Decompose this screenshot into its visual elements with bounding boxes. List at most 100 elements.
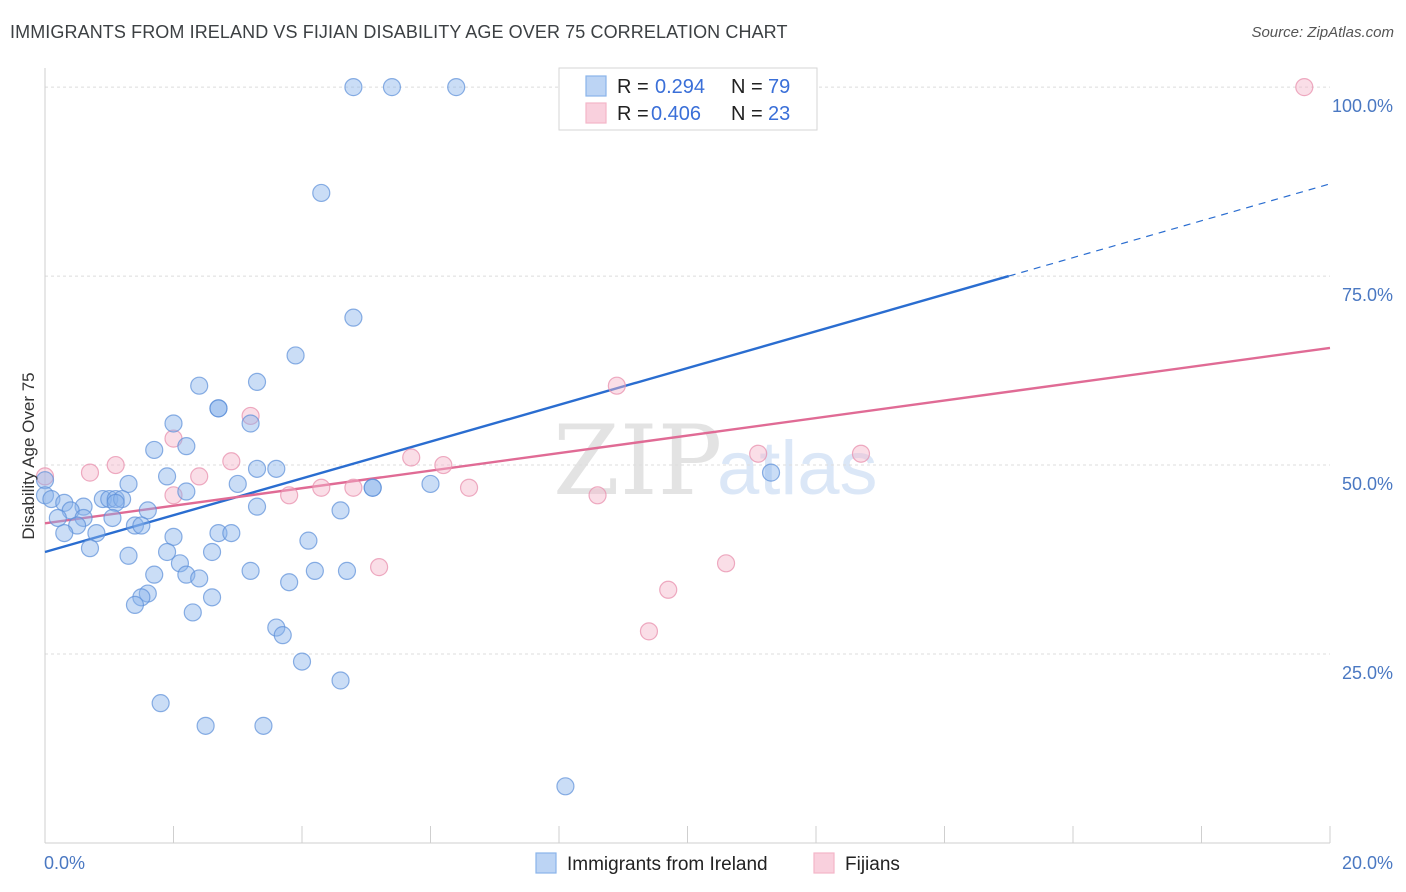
ireland-point-62 — [132, 588, 151, 607]
fijians-point-15 — [459, 478, 479, 497]
ireland-point-59 — [190, 569, 209, 588]
fijians-point-22 — [639, 622, 659, 641]
ireland-point-48 — [164, 527, 183, 546]
ireland-point-67 — [273, 626, 292, 645]
grid: 25.0% 50.0% 75.0% 100.0% — [45, 86, 1393, 683]
legend-fijians-n-label: N = — [731, 103, 763, 125]
ireland-point-11 — [164, 414, 183, 433]
watermark-atlas: atlas — [717, 426, 878, 511]
ireland-point-57 — [145, 565, 164, 584]
ireland-point-37 — [48, 508, 67, 528]
bottom-legend-swatch-fijians — [813, 852, 835, 874]
ireland-point-39 — [103, 508, 122, 528]
ireland-point-31 — [106, 493, 125, 512]
fijians-point-20 — [716, 554, 736, 573]
trend-lines — [44, 183, 1331, 554]
fijians-point-14 — [344, 478, 363, 497]
ireland-point-12 — [177, 437, 196, 456]
watermark-zip: ZIP — [553, 405, 722, 517]
y-tick-label-25: 25.0% — [1342, 663, 1393, 683]
ireland-point-69 — [331, 671, 350, 690]
fijians-point-2 — [241, 406, 260, 426]
ireland-point-26 — [55, 493, 74, 512]
legend-ireland-n-value: 79 — [768, 76, 790, 98]
ireland-point-64 — [125, 595, 145, 614]
ireland-point-50 — [157, 542, 177, 562]
ireland-point-5 — [286, 346, 305, 365]
bottom-legend-fijians: Fijians — [845, 854, 900, 875]
y-tick-label-50: 50.0% — [1342, 474, 1393, 494]
fijians-point-18 — [588, 486, 607, 505]
ireland-point-15 — [247, 459, 267, 478]
ireland-point-66 — [267, 618, 286, 637]
ireland-point-56 — [337, 561, 357, 580]
fijians-point-17 — [280, 486, 299, 505]
chart-source: Source: ZipAtlas.com — [1251, 24, 1394, 41]
ireland-point-19 — [119, 474, 138, 494]
ireland-point-47 — [299, 531, 318, 550]
y-tick-label-75: 75.0% — [1342, 285, 1393, 305]
ireland-point-68 — [292, 652, 312, 671]
ireland-point-63 — [202, 588, 222, 607]
ireland-point-53 — [170, 554, 190, 573]
ireland-point-6 — [190, 376, 209, 395]
ireland-point-54 — [241, 561, 260, 580]
ireland-point-13 — [145, 440, 164, 460]
ireland-point-72 — [254, 716, 273, 735]
chart-title: IMMIGRANTS FROM IRELAND VS FIJIAN DISABI… — [10, 22, 788, 42]
bottom-legend-ireland: Immigrants from Ireland — [567, 854, 768, 875]
ireland-point-60 — [280, 573, 299, 592]
trend-line-ireland-extension — [1008, 183, 1331, 277]
legend-ireland-n-label: N = — [731, 76, 763, 98]
ireland-point-10 — [241, 414, 260, 433]
legend-fijians-r-label: R = — [617, 103, 649, 125]
ireland-point-41 — [55, 523, 74, 543]
ireland-point-0 — [344, 78, 363, 97]
ireland-point-70 — [151, 694, 170, 713]
ireland-point-17 — [177, 482, 196, 501]
ireland-point-42 — [87, 523, 106, 543]
ireland-point-14 — [267, 459, 286, 478]
ireland-point-46 — [222, 523, 241, 543]
ireland-point-16 — [157, 467, 177, 486]
ireland-point-18 — [228, 474, 247, 494]
x-tick-label-max: 20.0% — [1342, 853, 1393, 873]
ireland-point-65 — [183, 603, 202, 622]
legend-ireland-r-value: 0.294 — [655, 76, 705, 98]
ireland-point-45 — [209, 523, 228, 543]
watermark: ZIP atlas — [553, 405, 878, 517]
ireland-point-51 — [202, 542, 222, 562]
ireland-point-38 — [74, 508, 93, 528]
ireland-point-44 — [132, 516, 151, 535]
fijians-point-13 — [312, 478, 331, 497]
fijians-point-6 — [402, 448, 421, 467]
ireland-point-1 — [382, 78, 402, 97]
ireland-point-49 — [80, 539, 100, 558]
ireland-point-74 — [761, 463, 781, 482]
legend-swatch-ireland — [585, 75, 607, 97]
x-tick-label-min: 0.0% — [44, 853, 85, 873]
ireland-point-20 — [35, 471, 55, 490]
legend-ireland-r-label: R = — [617, 76, 649, 98]
ireland-point-4 — [344, 308, 363, 327]
ireland-point-3 — [312, 183, 331, 203]
legend-fijians-n-value: 23 — [768, 103, 790, 125]
fijians-point-4 — [749, 444, 768, 463]
ireland-point-52 — [119, 546, 138, 565]
fijians-point-11 — [190, 467, 209, 486]
fijians-point-5 — [851, 444, 871, 463]
top-legend: R = 0.294 N = 79 R = 0.406 N = 23 — [558, 67, 818, 131]
y-tick-label-100: 100.0% — [1332, 96, 1393, 116]
fijians-point-0 — [1295, 78, 1314, 97]
series-fijians-points — [35, 78, 1314, 641]
trend-line-ireland — [44, 274, 1010, 554]
ireland-point-23 — [421, 474, 440, 494]
ireland-point-71 — [196, 716, 215, 735]
ireland-point-9 — [209, 399, 228, 418]
ireland-point-35 — [247, 497, 267, 516]
fijians-point-1 — [607, 376, 626, 395]
bottom-legend-swatch-ireland — [535, 852, 557, 874]
series-ireland-points — [35, 78, 781, 796]
legend-fijians-r-value: 0.406 — [651, 103, 701, 125]
